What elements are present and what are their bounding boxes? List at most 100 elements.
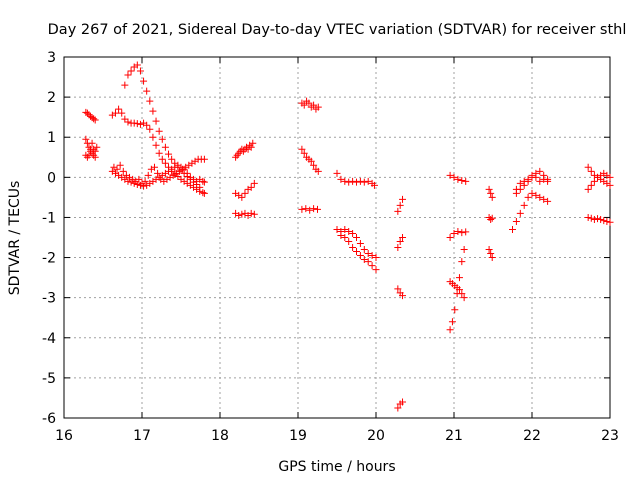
data-point [372, 266, 380, 274]
data-point [584, 185, 592, 193]
x-tick-labels: 16 17 18 19 20 21 22 23 [55, 428, 619, 444]
data-point [314, 205, 321, 213]
data-point [540, 195, 548, 203]
series-arc-ad [512, 167, 552, 197]
data-point [152, 117, 160, 125]
data-point [606, 181, 614, 189]
data-point [158, 155, 166, 163]
data-point [314, 103, 322, 111]
series-arc-ab [509, 189, 552, 233]
data-point [200, 155, 208, 163]
data-point [446, 326, 454, 334]
data-point [394, 244, 402, 252]
data-point [520, 201, 528, 209]
data-point [345, 227, 353, 235]
data-point [462, 177, 470, 185]
data-point [587, 181, 595, 189]
data-point [200, 189, 208, 197]
data-point [306, 206, 314, 214]
data-point [488, 193, 496, 201]
data-point [135, 175, 143, 183]
data-point [594, 215, 602, 223]
data-point [155, 149, 163, 157]
y-tick-label: 3 [47, 50, 56, 66]
data-point [544, 197, 552, 205]
data-point [532, 169, 540, 177]
data-point [455, 274, 463, 282]
y-tick-label: -3 [42, 291, 56, 307]
data-point [364, 250, 372, 258]
data-point [451, 306, 459, 314]
data-points [82, 61, 614, 412]
data-point [399, 195, 407, 203]
data-point [487, 189, 495, 197]
data-point [247, 183, 255, 191]
data-point [485, 185, 493, 193]
data-point [394, 404, 402, 412]
data-point [516, 179, 524, 187]
data-point [121, 81, 129, 89]
data-point [143, 121, 151, 129]
data-point [298, 145, 306, 153]
data-point [298, 205, 306, 213]
y-tick-label: -2 [42, 251, 56, 267]
data-point [82, 135, 90, 143]
data-point [370, 181, 378, 189]
series-arc-r [394, 234, 407, 252]
series-arc-f [108, 161, 208, 190]
data-point [249, 139, 257, 147]
data-point [165, 150, 173, 158]
data-point [341, 234, 349, 241]
series-arc-ag [584, 213, 614, 226]
data-point [154, 169, 162, 177]
data-point [124, 118, 132, 126]
data-point [446, 171, 454, 179]
data-point [349, 244, 357, 252]
data-point [353, 178, 360, 186]
data-point [345, 238, 353, 246]
data-point [364, 177, 372, 185]
data-point [150, 163, 158, 171]
y-tick-labels: -6 -5 -4 -3 -2 -1 0 1 2 3 [42, 50, 56, 427]
series-arc-z [485, 213, 496, 223]
data-point [88, 139, 96, 147]
data-point [349, 229, 357, 237]
data-point [118, 109, 126, 117]
data-point [155, 127, 163, 135]
data-point [241, 189, 249, 197]
series-arc-l [298, 145, 322, 175]
data-point [360, 246, 368, 254]
data-point [183, 169, 191, 177]
data-point [158, 135, 166, 143]
x-tick-label: 22 [523, 428, 541, 444]
series-arc-i [232, 179, 258, 201]
y-tick-label: 0 [47, 170, 56, 186]
data-point [528, 173, 536, 181]
data-point [512, 217, 520, 225]
data-point [152, 141, 160, 149]
x-tick-label: 20 [367, 428, 385, 444]
plot-frame [63, 56, 611, 419]
data-point [349, 177, 357, 185]
data-point [146, 97, 154, 105]
data-point [458, 290, 466, 298]
data-point [454, 175, 462, 183]
data-point [113, 165, 121, 173]
data-point [250, 210, 258, 218]
data-point [399, 398, 407, 406]
y-tick-label: 1 [47, 130, 56, 146]
data-point [140, 77, 148, 85]
data-point [196, 183, 204, 191]
data-point [136, 67, 144, 75]
series-arc-t [394, 398, 407, 412]
data-point [333, 225, 341, 233]
series-arc-n [333, 169, 378, 189]
y-tick-label: 2 [47, 90, 56, 106]
data-point [124, 177, 132, 185]
series-arc-aa [485, 246, 496, 262]
data-point [356, 252, 364, 260]
series-arc-j [232, 209, 258, 219]
data-point [512, 189, 520, 197]
data-point [396, 238, 404, 246]
data-point [364, 258, 372, 266]
